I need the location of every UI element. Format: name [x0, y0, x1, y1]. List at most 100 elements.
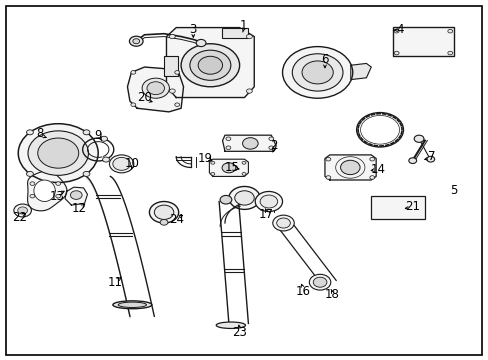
Text: 4: 4 [396, 23, 404, 36]
Circle shape [18, 207, 27, 214]
Circle shape [447, 51, 452, 55]
Text: 10: 10 [124, 157, 140, 170]
Circle shape [18, 124, 98, 183]
Circle shape [246, 89, 252, 93]
Circle shape [154, 205, 173, 220]
Text: 12: 12 [71, 202, 86, 215]
Polygon shape [34, 180, 55, 202]
Polygon shape [166, 28, 254, 98]
Circle shape [56, 194, 61, 198]
Circle shape [210, 172, 214, 175]
Text: 11: 11 [107, 276, 122, 289]
Circle shape [268, 137, 273, 140]
Circle shape [169, 35, 175, 39]
Circle shape [109, 155, 134, 173]
Bar [370, 196, 424, 220]
Circle shape [313, 277, 326, 287]
Bar [163, 56, 177, 76]
Circle shape [28, 131, 88, 175]
Circle shape [276, 218, 290, 228]
Text: 8: 8 [36, 127, 43, 140]
Text: 22: 22 [12, 211, 27, 224]
Ellipse shape [113, 301, 152, 309]
Circle shape [260, 195, 277, 208]
Circle shape [325, 157, 330, 161]
Circle shape [149, 202, 178, 223]
Text: 5: 5 [449, 184, 457, 197]
Circle shape [225, 146, 230, 149]
Circle shape [246, 35, 252, 39]
Circle shape [70, 191, 82, 199]
Circle shape [242, 161, 245, 164]
Circle shape [38, 138, 79, 168]
Circle shape [292, 54, 342, 91]
Circle shape [83, 130, 90, 135]
Circle shape [198, 56, 222, 74]
Bar [392, 27, 453, 56]
Polygon shape [350, 63, 370, 80]
Bar [221, 28, 248, 39]
Circle shape [255, 192, 282, 212]
Circle shape [242, 138, 258, 149]
Polygon shape [222, 135, 276, 151]
Circle shape [309, 274, 330, 290]
Text: 17: 17 [259, 208, 273, 221]
Circle shape [210, 161, 214, 164]
Circle shape [413, 135, 423, 142]
Circle shape [393, 30, 398, 33]
Text: 18: 18 [324, 288, 339, 301]
Text: 14: 14 [370, 163, 386, 176]
Circle shape [325, 176, 330, 179]
Circle shape [268, 146, 273, 149]
Polygon shape [325, 155, 375, 180]
Text: 13: 13 [49, 190, 64, 203]
Circle shape [133, 39, 140, 44]
Text: 2: 2 [269, 139, 277, 152]
Circle shape [129, 36, 143, 46]
Circle shape [169, 89, 175, 93]
Polygon shape [209, 159, 248, 176]
Circle shape [222, 163, 235, 173]
Circle shape [393, 51, 398, 55]
Text: 23: 23 [232, 326, 246, 339]
Circle shape [189, 50, 230, 80]
Polygon shape [127, 67, 183, 112]
Circle shape [196, 40, 205, 46]
Text: 1: 1 [239, 19, 247, 32]
Circle shape [131, 71, 136, 74]
Circle shape [225, 137, 230, 140]
Text: 24: 24 [168, 213, 183, 226]
Circle shape [302, 61, 332, 84]
Circle shape [282, 46, 352, 98]
Circle shape [447, 30, 452, 33]
Circle shape [272, 215, 294, 231]
Text: 6: 6 [321, 53, 328, 66]
Circle shape [426, 156, 434, 162]
Text: 15: 15 [224, 161, 239, 174]
Circle shape [174, 71, 179, 74]
Circle shape [26, 171, 33, 176]
Text: 9: 9 [94, 129, 102, 142]
Circle shape [174, 103, 179, 107]
Text: 19: 19 [198, 152, 213, 165]
Text: 16: 16 [295, 285, 310, 298]
Circle shape [102, 157, 109, 162]
Circle shape [242, 172, 245, 175]
Circle shape [340, 160, 359, 175]
Circle shape [369, 176, 374, 179]
Circle shape [408, 158, 416, 163]
Text: 21: 21 [405, 201, 419, 213]
Circle shape [234, 191, 254, 205]
Text: 7: 7 [427, 150, 435, 163]
Circle shape [14, 204, 31, 217]
Circle shape [147, 82, 164, 95]
Text: 20: 20 [137, 91, 152, 104]
Circle shape [181, 44, 239, 87]
Circle shape [101, 136, 107, 141]
Circle shape [30, 182, 35, 185]
Circle shape [26, 130, 33, 135]
Ellipse shape [118, 302, 146, 307]
Circle shape [369, 157, 374, 161]
Circle shape [160, 220, 167, 225]
Circle shape [83, 171, 90, 176]
